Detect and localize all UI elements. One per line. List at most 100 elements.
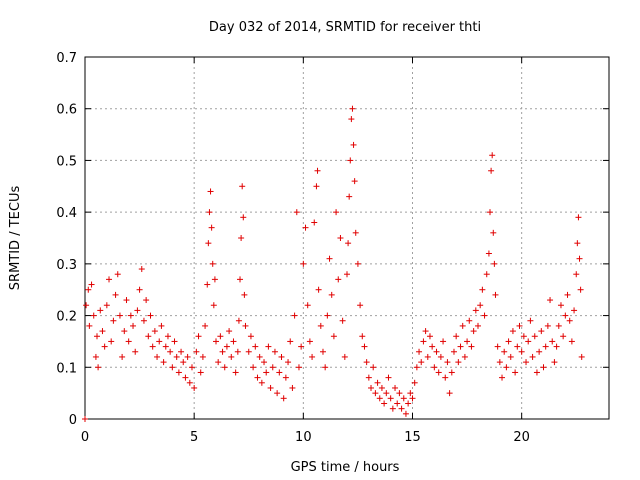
data-point	[226, 328, 233, 335]
data-point	[429, 343, 436, 350]
data-point	[538, 328, 545, 335]
data-point	[247, 333, 254, 340]
data-point	[317, 322, 324, 329]
data-point	[151, 328, 158, 335]
data-point	[385, 374, 392, 381]
data-point	[351, 178, 358, 185]
data-point	[184, 353, 191, 360]
data-point	[271, 348, 278, 355]
data-point	[368, 384, 375, 391]
data-point	[549, 338, 556, 345]
data-point	[158, 322, 165, 329]
data-point	[138, 266, 145, 273]
data-point	[562, 312, 569, 319]
data-point	[242, 322, 249, 329]
data-point	[442, 374, 449, 381]
x-tick-label: 5	[190, 430, 198, 445]
data-point	[352, 229, 359, 236]
data-point	[435, 369, 442, 376]
data-point	[444, 359, 451, 366]
data-point	[494, 343, 501, 350]
data-point	[544, 322, 551, 329]
data-point	[171, 338, 178, 345]
data-point	[195, 333, 202, 340]
data-point	[230, 338, 237, 345]
data-point	[240, 214, 247, 221]
data-point	[256, 353, 263, 360]
data-point	[437, 353, 444, 360]
data-point	[210, 302, 217, 309]
data-point	[568, 338, 575, 345]
data-point	[345, 240, 352, 247]
data-point	[491, 260, 498, 267]
data-point	[413, 364, 420, 371]
data-point	[330, 333, 337, 340]
data-point	[374, 379, 381, 386]
plot-frame	[84, 56, 610, 420]
data-point	[575, 214, 582, 221]
data-point	[202, 322, 209, 329]
data-point	[289, 384, 296, 391]
data-point	[85, 286, 92, 293]
data-point	[505, 338, 512, 345]
data-point	[241, 291, 248, 298]
data-point	[372, 390, 379, 397]
data-point	[313, 183, 320, 190]
data-point	[207, 188, 214, 195]
data-point	[186, 379, 193, 386]
y-tick-label: 0.4	[56, 206, 77, 221]
data-point	[103, 302, 110, 309]
data-point	[206, 209, 213, 216]
data-point	[86, 322, 93, 329]
data-point	[496, 359, 503, 366]
data-point	[293, 209, 300, 216]
data-point	[389, 405, 396, 412]
data-point	[487, 209, 494, 216]
data-point	[453, 333, 460, 340]
data-point	[531, 333, 538, 340]
data-point	[503, 364, 510, 371]
data-point	[376, 395, 383, 402]
data-point	[571, 307, 578, 314]
data-point	[354, 260, 361, 267]
data-point	[361, 343, 368, 350]
data-point	[199, 353, 206, 360]
data-point	[213, 338, 219, 345]
data-point	[149, 343, 156, 350]
data-point	[101, 343, 108, 350]
data-point	[533, 369, 540, 376]
data-point	[370, 364, 377, 371]
data-point	[121, 328, 128, 335]
data-point	[527, 317, 534, 324]
data-point	[433, 348, 440, 355]
data-point	[446, 390, 453, 397]
data-point	[551, 359, 558, 366]
x-tick-label: 10	[295, 430, 312, 445]
data-point	[418, 359, 425, 366]
data-point	[319, 348, 326, 355]
data-point	[477, 302, 484, 309]
data-point	[576, 255, 583, 262]
data-point	[512, 369, 519, 376]
data-point	[265, 343, 272, 350]
data-point	[180, 359, 187, 366]
data-point	[188, 364, 195, 371]
y-tick-label: 0.7	[56, 51, 77, 66]
data-point	[125, 338, 132, 345]
data-points	[82, 105, 585, 422]
data-point	[110, 317, 117, 324]
data-point	[134, 307, 141, 314]
data-point	[514, 343, 521, 350]
data-point	[448, 369, 455, 376]
data-point	[252, 343, 259, 350]
data-point	[193, 348, 200, 355]
data-point	[557, 302, 564, 309]
y-tick-label: 0.1	[56, 361, 77, 376]
data-point	[420, 338, 427, 345]
data-point	[140, 317, 147, 324]
data-point	[82, 416, 88, 422]
data-point	[261, 359, 268, 366]
data-point	[553, 343, 560, 350]
data-point	[219, 348, 226, 355]
data-point	[119, 353, 126, 360]
